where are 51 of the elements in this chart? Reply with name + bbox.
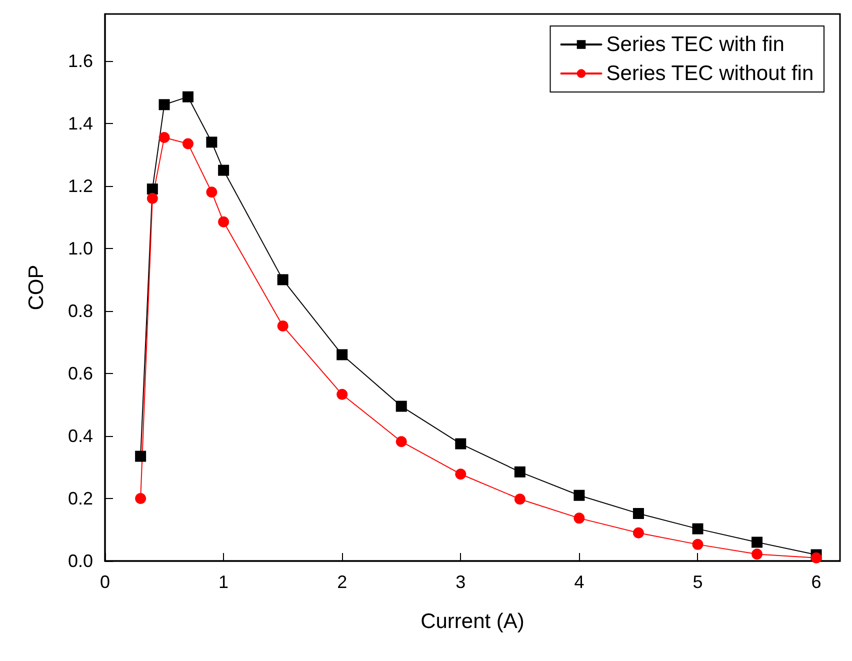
- point: [632, 527, 644, 538]
- point: [514, 466, 526, 478]
- point: [158, 132, 170, 143]
- point: [396, 436, 407, 448]
- legend-label: Series TEC with fin: [606, 33, 784, 56]
- point: [336, 349, 348, 360]
- point: [135, 492, 146, 504]
- point: [455, 438, 466, 450]
- point: [182, 138, 194, 150]
- x-tick-label: 4: [574, 572, 584, 592]
- point: [277, 274, 288, 286]
- y-tick-label: 0.4: [68, 426, 93, 446]
- y-tick-label: 0.0: [68, 551, 93, 571]
- y-tick-label: 0.6: [68, 363, 93, 384]
- y-tick-label: 1.2: [68, 176, 93, 196]
- point: [810, 552, 822, 564]
- point: [455, 468, 466, 480]
- point: [632, 508, 644, 519]
- point: [206, 186, 218, 198]
- point: [574, 512, 585, 524]
- point: [206, 136, 218, 148]
- point: [574, 490, 585, 501]
- x-tick-label: 5: [692, 572, 703, 592]
- y-tick-label: 0.2: [68, 488, 93, 508]
- x-tick-label: 2: [337, 572, 348, 592]
- point: [146, 192, 158, 204]
- point: [752, 536, 763, 548]
- point: [218, 216, 230, 228]
- legend-label: Series TEC without fin: [606, 62, 814, 85]
- y-tick-label: 1.0: [68, 238, 93, 258]
- point: [277, 320, 288, 332]
- y-tick-label: 0.8: [68, 300, 93, 321]
- x-tick-label: 0: [100, 572, 110, 592]
- x-axis-title: Current (A): [420, 610, 524, 633]
- point: [135, 450, 146, 462]
- point: [146, 184, 158, 195]
- point: [158, 99, 170, 110]
- point: [752, 548, 763, 560]
- point: [692, 523, 704, 534]
- x-tick-label: 3: [456, 572, 466, 592]
- y-axis-title: COP: [25, 264, 48, 310]
- point: [336, 388, 348, 400]
- x-tick-label: 6: [811, 572, 822, 592]
- point: [396, 400, 407, 412]
- point: [692, 538, 704, 550]
- y-tick-label: 1.6: [68, 50, 93, 71]
- point: [182, 91, 194, 102]
- x-tick-label: 1: [218, 572, 229, 592]
- point: [514, 494, 526, 505]
- point: [218, 164, 230, 176]
- y-tick-label: 1.4: [68, 113, 93, 134]
